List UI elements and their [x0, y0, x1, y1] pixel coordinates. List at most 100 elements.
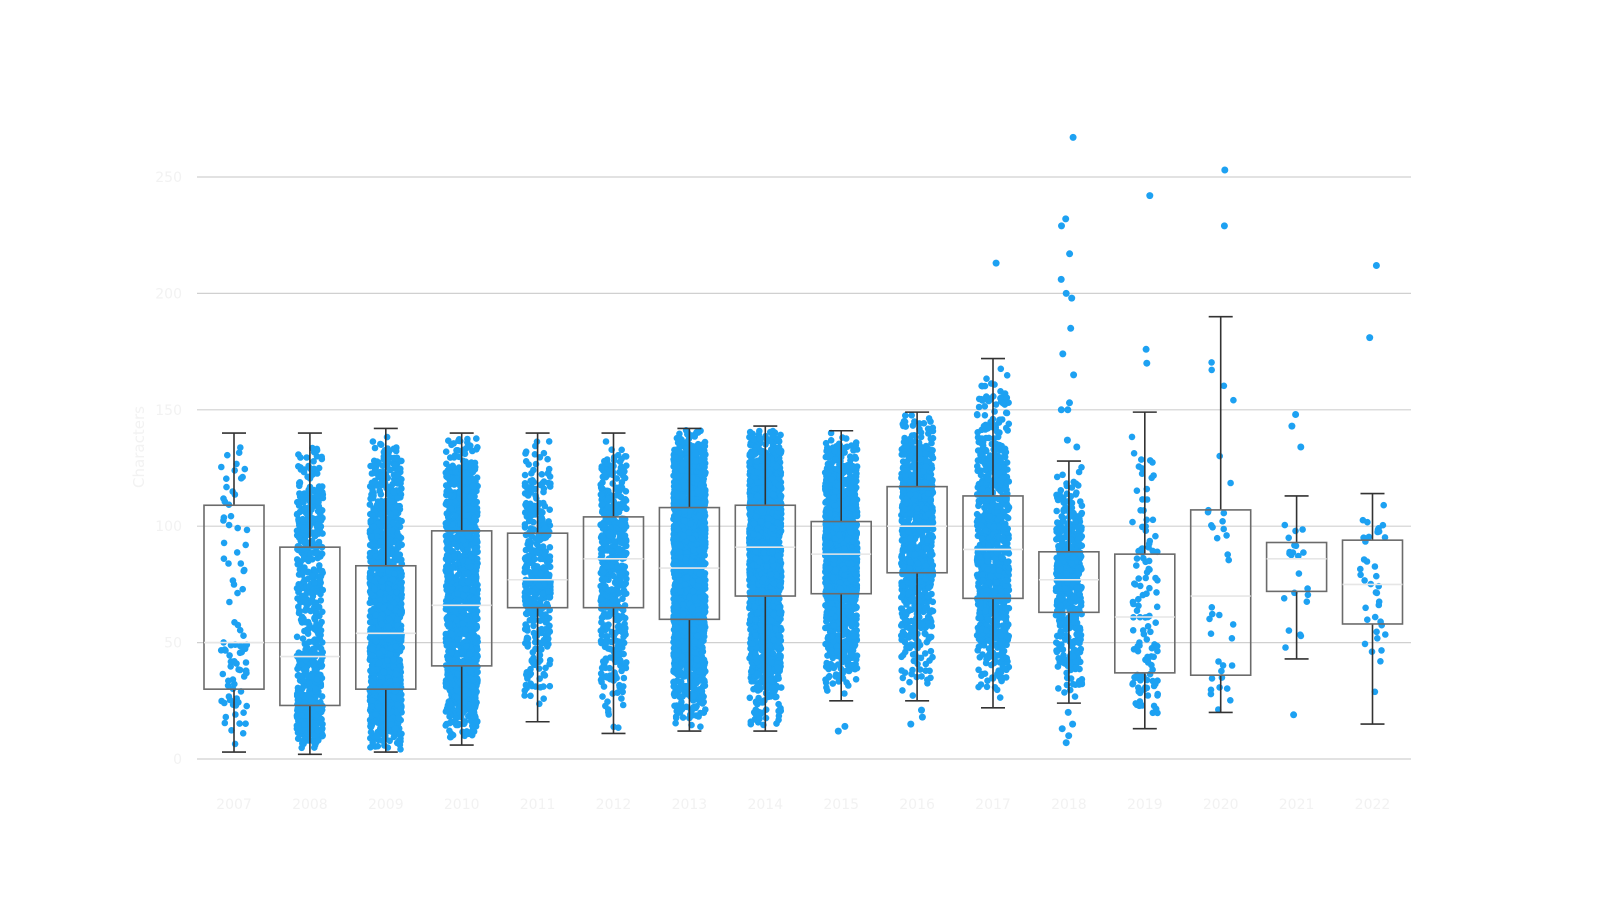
data-point	[319, 732, 326, 740]
data-point	[315, 498, 322, 506]
data-point	[233, 460, 240, 468]
data-point	[599, 693, 606, 700]
data-point	[243, 526, 251, 534]
data-point	[367, 728, 375, 736]
data-point	[474, 652, 481, 659]
data-point	[600, 521, 607, 528]
data-point	[229, 488, 236, 495]
data-point	[299, 635, 307, 642]
data-point	[222, 713, 230, 721]
data-point	[312, 651, 319, 659]
data-point	[539, 479, 546, 487]
data-point	[371, 547, 379, 554]
data-point	[241, 465, 249, 473]
data-point	[444, 472, 451, 480]
data-point	[621, 625, 629, 632]
data-point	[526, 616, 534, 624]
data-point	[370, 523, 378, 530]
data-point	[537, 555, 544, 563]
data-point	[446, 727, 453, 735]
data-point	[231, 680, 238, 688]
data-point	[378, 566, 386, 573]
data-point	[396, 741, 404, 749]
data-point	[442, 482, 450, 489]
data-point	[541, 533, 549, 541]
data-point	[240, 709, 247, 716]
data-point	[606, 664, 613, 672]
data-point	[367, 558, 374, 565]
data-point	[397, 610, 405, 618]
data-point	[367, 517, 375, 525]
data-point	[525, 461, 532, 468]
data-point	[380, 604, 387, 612]
data-point	[545, 563, 553, 570]
data-point	[545, 528, 553, 535]
data-point	[378, 497, 385, 505]
data-point	[460, 592, 468, 600]
data-point	[521, 692, 528, 699]
data-point	[228, 727, 235, 734]
data-point	[303, 643, 311, 651]
data-point	[317, 597, 325, 604]
data-point	[294, 735, 302, 742]
data-point	[447, 674, 454, 682]
data-point	[397, 580, 405, 588]
data-point	[226, 652, 233, 659]
data-point	[623, 659, 630, 666]
data-point	[392, 670, 400, 678]
data-point	[310, 732, 318, 739]
data-point	[614, 612, 622, 620]
data-point	[546, 656, 554, 664]
data-point	[546, 593, 554, 601]
data-point	[240, 632, 247, 639]
data-point	[527, 477, 534, 485]
data-point	[462, 486, 470, 494]
data-point	[313, 492, 321, 500]
data-point	[231, 619, 238, 626]
data-point	[471, 514, 479, 522]
data-point	[450, 477, 458, 485]
data-point	[380, 668, 387, 676]
data-point	[302, 527, 310, 535]
data-point	[467, 493, 474, 501]
data-point	[446, 491, 454, 499]
data-point	[227, 641, 235, 649]
data-point	[535, 665, 543, 672]
data-point	[242, 720, 249, 727]
data-point	[222, 647, 229, 654]
data-point	[311, 579, 318, 586]
data-point	[389, 576, 397, 583]
data-point	[465, 533, 472, 540]
data-point	[615, 651, 622, 658]
data-point	[297, 454, 304, 461]
data-point	[296, 479, 304, 486]
data-point	[236, 626, 244, 634]
data-point	[393, 588, 400, 596]
data-point	[302, 607, 309, 614]
data-point	[374, 742, 382, 750]
data-point	[391, 570, 398, 577]
data-point	[544, 643, 551, 650]
data-point	[300, 567, 308, 575]
data-point	[396, 540, 404, 548]
data-point	[598, 550, 605, 558]
data-point	[385, 585, 392, 593]
data-point	[619, 562, 626, 570]
data-point	[442, 448, 450, 456]
data-point	[317, 627, 325, 634]
data-point	[376, 589, 384, 597]
data-point	[312, 608, 320, 616]
data-point	[445, 655, 453, 663]
data-point	[473, 623, 481, 631]
data-point	[459, 471, 467, 479]
data-point	[318, 455, 326, 463]
data-point	[377, 440, 384, 448]
data-point	[451, 553, 458, 560]
data-point	[443, 460, 450, 468]
data-point	[620, 683, 627, 690]
data-point	[607, 654, 614, 661]
data-point	[602, 639, 610, 646]
data-point	[236, 720, 243, 727]
data-point	[601, 457, 608, 465]
data-point	[529, 588, 536, 595]
